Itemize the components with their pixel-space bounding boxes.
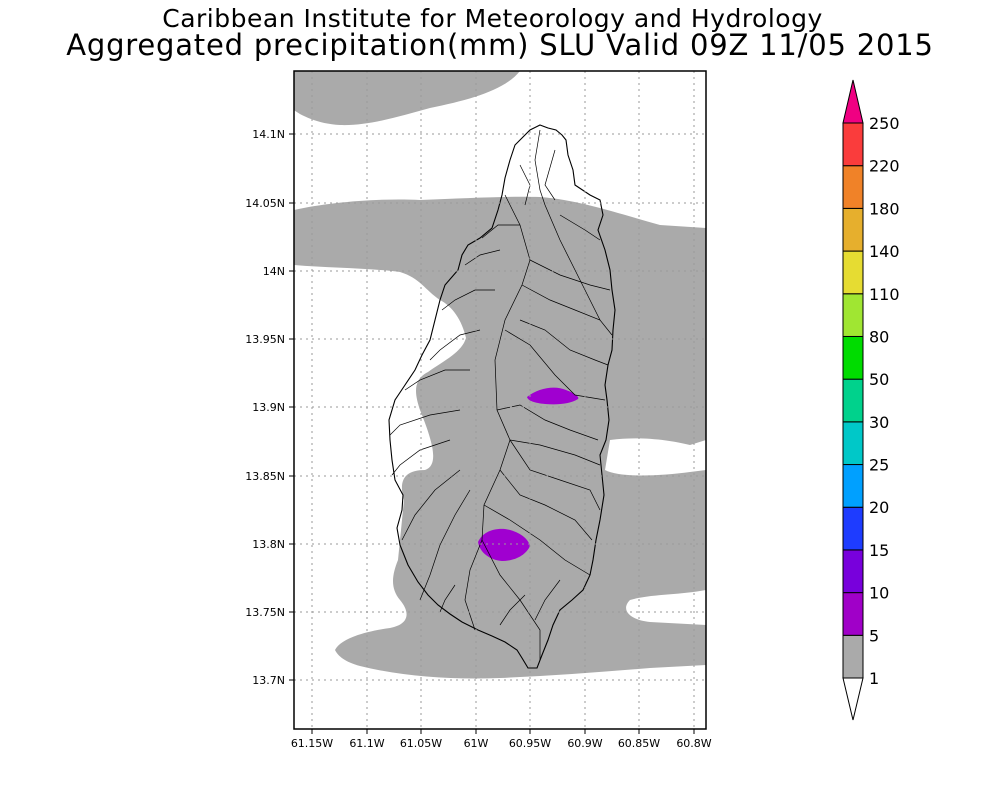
lat-tick-label: 13.7N: [252, 674, 285, 687]
colorbar-segment: [842, 165, 864, 209]
colorbar-segment: [842, 378, 864, 423]
colorbar-segment: [842, 592, 864, 636]
map-frame: [293, 70, 707, 730]
lon-tick-label: 60.85W: [618, 737, 660, 750]
colorbar-segment: [842, 677, 864, 721]
lat-tick-labels: 14.1N 14.05N 14N 13.95N 13.9N 13.85N 13.…: [245, 128, 285, 687]
lat-tick-label: 14.1N: [252, 128, 285, 141]
colorbar-segment: [842, 634, 864, 679]
colorbar-segment: [842, 79, 864, 124]
colorbar-segment: [842, 464, 864, 508]
colorbar-segment: [842, 207, 864, 252]
colorbar-segment: [842, 293, 864, 337]
colorbar-label: 30: [869, 413, 889, 432]
watershed-lines: [389, 129, 613, 660]
colorbar-label: 220: [869, 157, 900, 176]
colorbar-label: 180: [869, 199, 900, 218]
lon-tick-label: 60.95W: [509, 737, 551, 750]
gray-band-central: [294, 196, 706, 679]
colorbar-segment: [842, 549, 864, 594]
purple-blob-east: [527, 387, 579, 405]
lat-tick-label: 13.9N: [252, 401, 285, 414]
lon-tick-label: 61.15W: [291, 737, 333, 750]
colorbar-label: 25: [869, 456, 889, 475]
lon-tick-label: 61.1W: [349, 737, 384, 750]
purple-blob-south: [478, 528, 530, 561]
lat-tick-label: 13.8N: [252, 538, 285, 551]
grid-lines: [294, 71, 706, 729]
colorbar-label: 5: [869, 626, 879, 645]
lat-tick-label: 13.95N: [245, 333, 285, 346]
colorbar-label: 10: [869, 584, 889, 603]
gray-band-north: [294, 71, 520, 126]
colorbar-label: 20: [869, 498, 889, 517]
colorbar-label: 15: [869, 541, 889, 560]
colorbar-segment: [842, 250, 864, 295]
tick-marks: [289, 133, 695, 734]
colorbar-label: 80: [869, 327, 889, 346]
island-outline: [388, 124, 616, 669]
colorbar-segment: [842, 506, 864, 551]
lon-tick-label: 60.9W: [567, 737, 602, 750]
lat-tick-label: 13.75N: [245, 606, 285, 619]
title-line-2: Aggregated precipitation(mm) SLU Valid 0…: [66, 28, 934, 62]
colorbar-label: 250: [869, 114, 900, 133]
lat-tick-label: 13.85N: [245, 470, 285, 483]
lon-tick-label: 61.05W: [400, 737, 442, 750]
colorbar-label: 50: [869, 370, 889, 389]
colorbar-label: 140: [869, 242, 900, 261]
colorbar-segment: [842, 421, 864, 466]
colorbar-label: 110: [869, 285, 900, 304]
colorbar-segment: [842, 122, 864, 167]
lon-tick-label: 60.8W: [676, 737, 711, 750]
colorbar-label: 1: [869, 669, 879, 688]
map-area: [294, 71, 706, 679]
lat-tick-label: 14N: [263, 265, 285, 278]
lat-tick-label: 14.05N: [245, 197, 285, 210]
lon-tick-label: 61W: [464, 737, 489, 750]
lon-tick-labels: 61.15W 61.1W 61.05W 61W 60.95W 60.9W 60.…: [291, 737, 712, 750]
colorbar-segment: [842, 335, 864, 380]
title-line-1: Caribbean Institute for Meteorology and …: [162, 4, 823, 33]
